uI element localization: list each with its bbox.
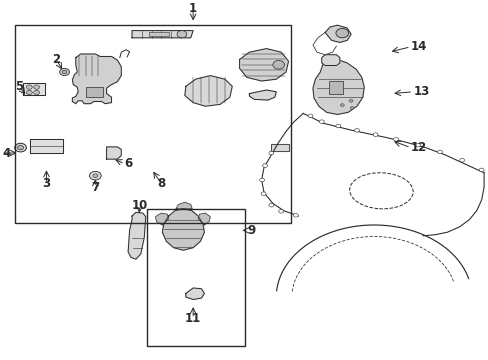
- Polygon shape: [23, 83, 45, 95]
- Polygon shape: [198, 213, 210, 225]
- Text: 4: 4: [2, 147, 11, 159]
- Bar: [146, 209, 244, 346]
- Text: 7: 7: [91, 181, 99, 194]
- Text: 11: 11: [184, 312, 201, 325]
- Text: 2: 2: [52, 53, 60, 66]
- Polygon shape: [176, 202, 192, 209]
- Circle shape: [268, 203, 273, 207]
- Text: 10: 10: [131, 199, 147, 212]
- Circle shape: [18, 145, 23, 150]
- Circle shape: [93, 174, 98, 177]
- Circle shape: [34, 90, 40, 95]
- Text: 3: 3: [42, 177, 50, 190]
- Circle shape: [372, 133, 377, 136]
- Circle shape: [293, 213, 298, 217]
- Circle shape: [340, 104, 344, 107]
- Circle shape: [335, 28, 348, 38]
- Polygon shape: [321, 55, 339, 66]
- Polygon shape: [312, 59, 364, 114]
- Text: 1: 1: [189, 3, 197, 15]
- Text: 6: 6: [124, 157, 133, 170]
- Circle shape: [34, 85, 40, 89]
- Text: 9: 9: [246, 224, 255, 237]
- Circle shape: [348, 99, 352, 102]
- Circle shape: [335, 124, 340, 128]
- Bar: [328, 81, 343, 94]
- Circle shape: [307, 114, 312, 118]
- Polygon shape: [325, 25, 350, 42]
- Circle shape: [89, 171, 101, 180]
- Polygon shape: [72, 54, 121, 104]
- Circle shape: [259, 178, 264, 182]
- Text: 8: 8: [157, 177, 165, 190]
- Circle shape: [60, 68, 69, 76]
- Circle shape: [62, 70, 67, 74]
- Text: 13: 13: [412, 85, 428, 98]
- Bar: [15, 25, 290, 223]
- Circle shape: [415, 143, 420, 147]
- Circle shape: [177, 31, 186, 38]
- Circle shape: [272, 60, 284, 69]
- Polygon shape: [184, 76, 232, 106]
- Polygon shape: [239, 49, 288, 81]
- Circle shape: [278, 210, 283, 213]
- Bar: [149, 32, 168, 36]
- Circle shape: [349, 107, 353, 109]
- Circle shape: [26, 85, 32, 89]
- Circle shape: [459, 158, 464, 162]
- Circle shape: [268, 151, 273, 155]
- Circle shape: [478, 168, 483, 172]
- Circle shape: [26, 90, 32, 95]
- Circle shape: [319, 120, 324, 123]
- Polygon shape: [162, 209, 204, 250]
- Polygon shape: [271, 144, 288, 151]
- Circle shape: [262, 164, 267, 167]
- Polygon shape: [128, 212, 145, 259]
- Polygon shape: [30, 139, 62, 153]
- Polygon shape: [185, 288, 204, 300]
- Polygon shape: [132, 31, 193, 38]
- Text: 5: 5: [16, 80, 23, 93]
- Text: 12: 12: [410, 141, 426, 154]
- Circle shape: [393, 138, 398, 141]
- Polygon shape: [155, 213, 168, 225]
- Text: 14: 14: [410, 40, 426, 53]
- Polygon shape: [106, 147, 121, 159]
- Circle shape: [261, 192, 265, 195]
- Polygon shape: [249, 90, 276, 100]
- Circle shape: [15, 143, 26, 152]
- Bar: [85, 87, 102, 97]
- Circle shape: [354, 129, 359, 132]
- Circle shape: [437, 150, 442, 154]
